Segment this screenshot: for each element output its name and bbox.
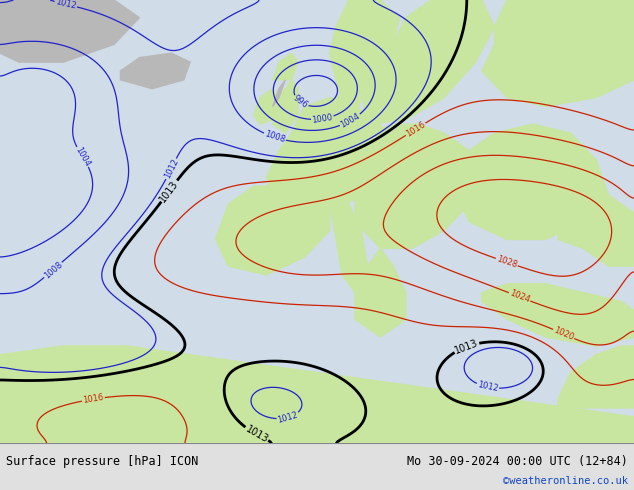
Polygon shape bbox=[266, 98, 393, 213]
Text: 1013: 1013 bbox=[453, 338, 480, 356]
Text: 1016: 1016 bbox=[82, 393, 105, 405]
Polygon shape bbox=[456, 124, 609, 240]
Polygon shape bbox=[361, 0, 495, 124]
Text: 1016: 1016 bbox=[404, 120, 427, 139]
Polygon shape bbox=[254, 89, 279, 124]
Polygon shape bbox=[330, 89, 361, 124]
Text: 1012: 1012 bbox=[477, 380, 499, 393]
Text: 1000: 1000 bbox=[311, 113, 333, 125]
Text: 1004: 1004 bbox=[339, 112, 361, 130]
Polygon shape bbox=[273, 80, 285, 106]
Polygon shape bbox=[0, 346, 634, 443]
Polygon shape bbox=[330, 0, 399, 102]
Polygon shape bbox=[120, 53, 190, 89]
Text: Mo 30-09-2024 00:00 UTC (12+84): Mo 30-09-2024 00:00 UTC (12+84) bbox=[407, 455, 628, 467]
Text: 1012: 1012 bbox=[162, 157, 180, 180]
Polygon shape bbox=[273, 80, 298, 133]
Text: 1013: 1013 bbox=[158, 178, 181, 204]
Text: 1012: 1012 bbox=[276, 410, 299, 425]
Polygon shape bbox=[482, 284, 634, 346]
Text: 1004: 1004 bbox=[74, 146, 92, 168]
Polygon shape bbox=[482, 0, 634, 106]
Text: ©weatheronline.co.uk: ©weatheronline.co.uk bbox=[503, 476, 628, 486]
Polygon shape bbox=[0, 0, 139, 62]
Polygon shape bbox=[273, 53, 298, 80]
Text: 1008: 1008 bbox=[42, 260, 64, 280]
Polygon shape bbox=[330, 177, 368, 293]
Polygon shape bbox=[216, 160, 330, 275]
Text: 1020: 1020 bbox=[552, 326, 575, 343]
Text: 1013: 1013 bbox=[243, 424, 269, 444]
Polygon shape bbox=[558, 195, 634, 266]
Text: Surface pressure [hPa] ICON: Surface pressure [hPa] ICON bbox=[6, 455, 198, 467]
Text: 1028: 1028 bbox=[495, 254, 518, 270]
Text: 1012: 1012 bbox=[55, 0, 77, 11]
Text: 996: 996 bbox=[292, 94, 309, 110]
Polygon shape bbox=[355, 248, 406, 337]
Polygon shape bbox=[558, 346, 634, 408]
Text: 1008: 1008 bbox=[263, 130, 286, 145]
Polygon shape bbox=[355, 124, 482, 248]
Text: 1024: 1024 bbox=[508, 289, 531, 305]
